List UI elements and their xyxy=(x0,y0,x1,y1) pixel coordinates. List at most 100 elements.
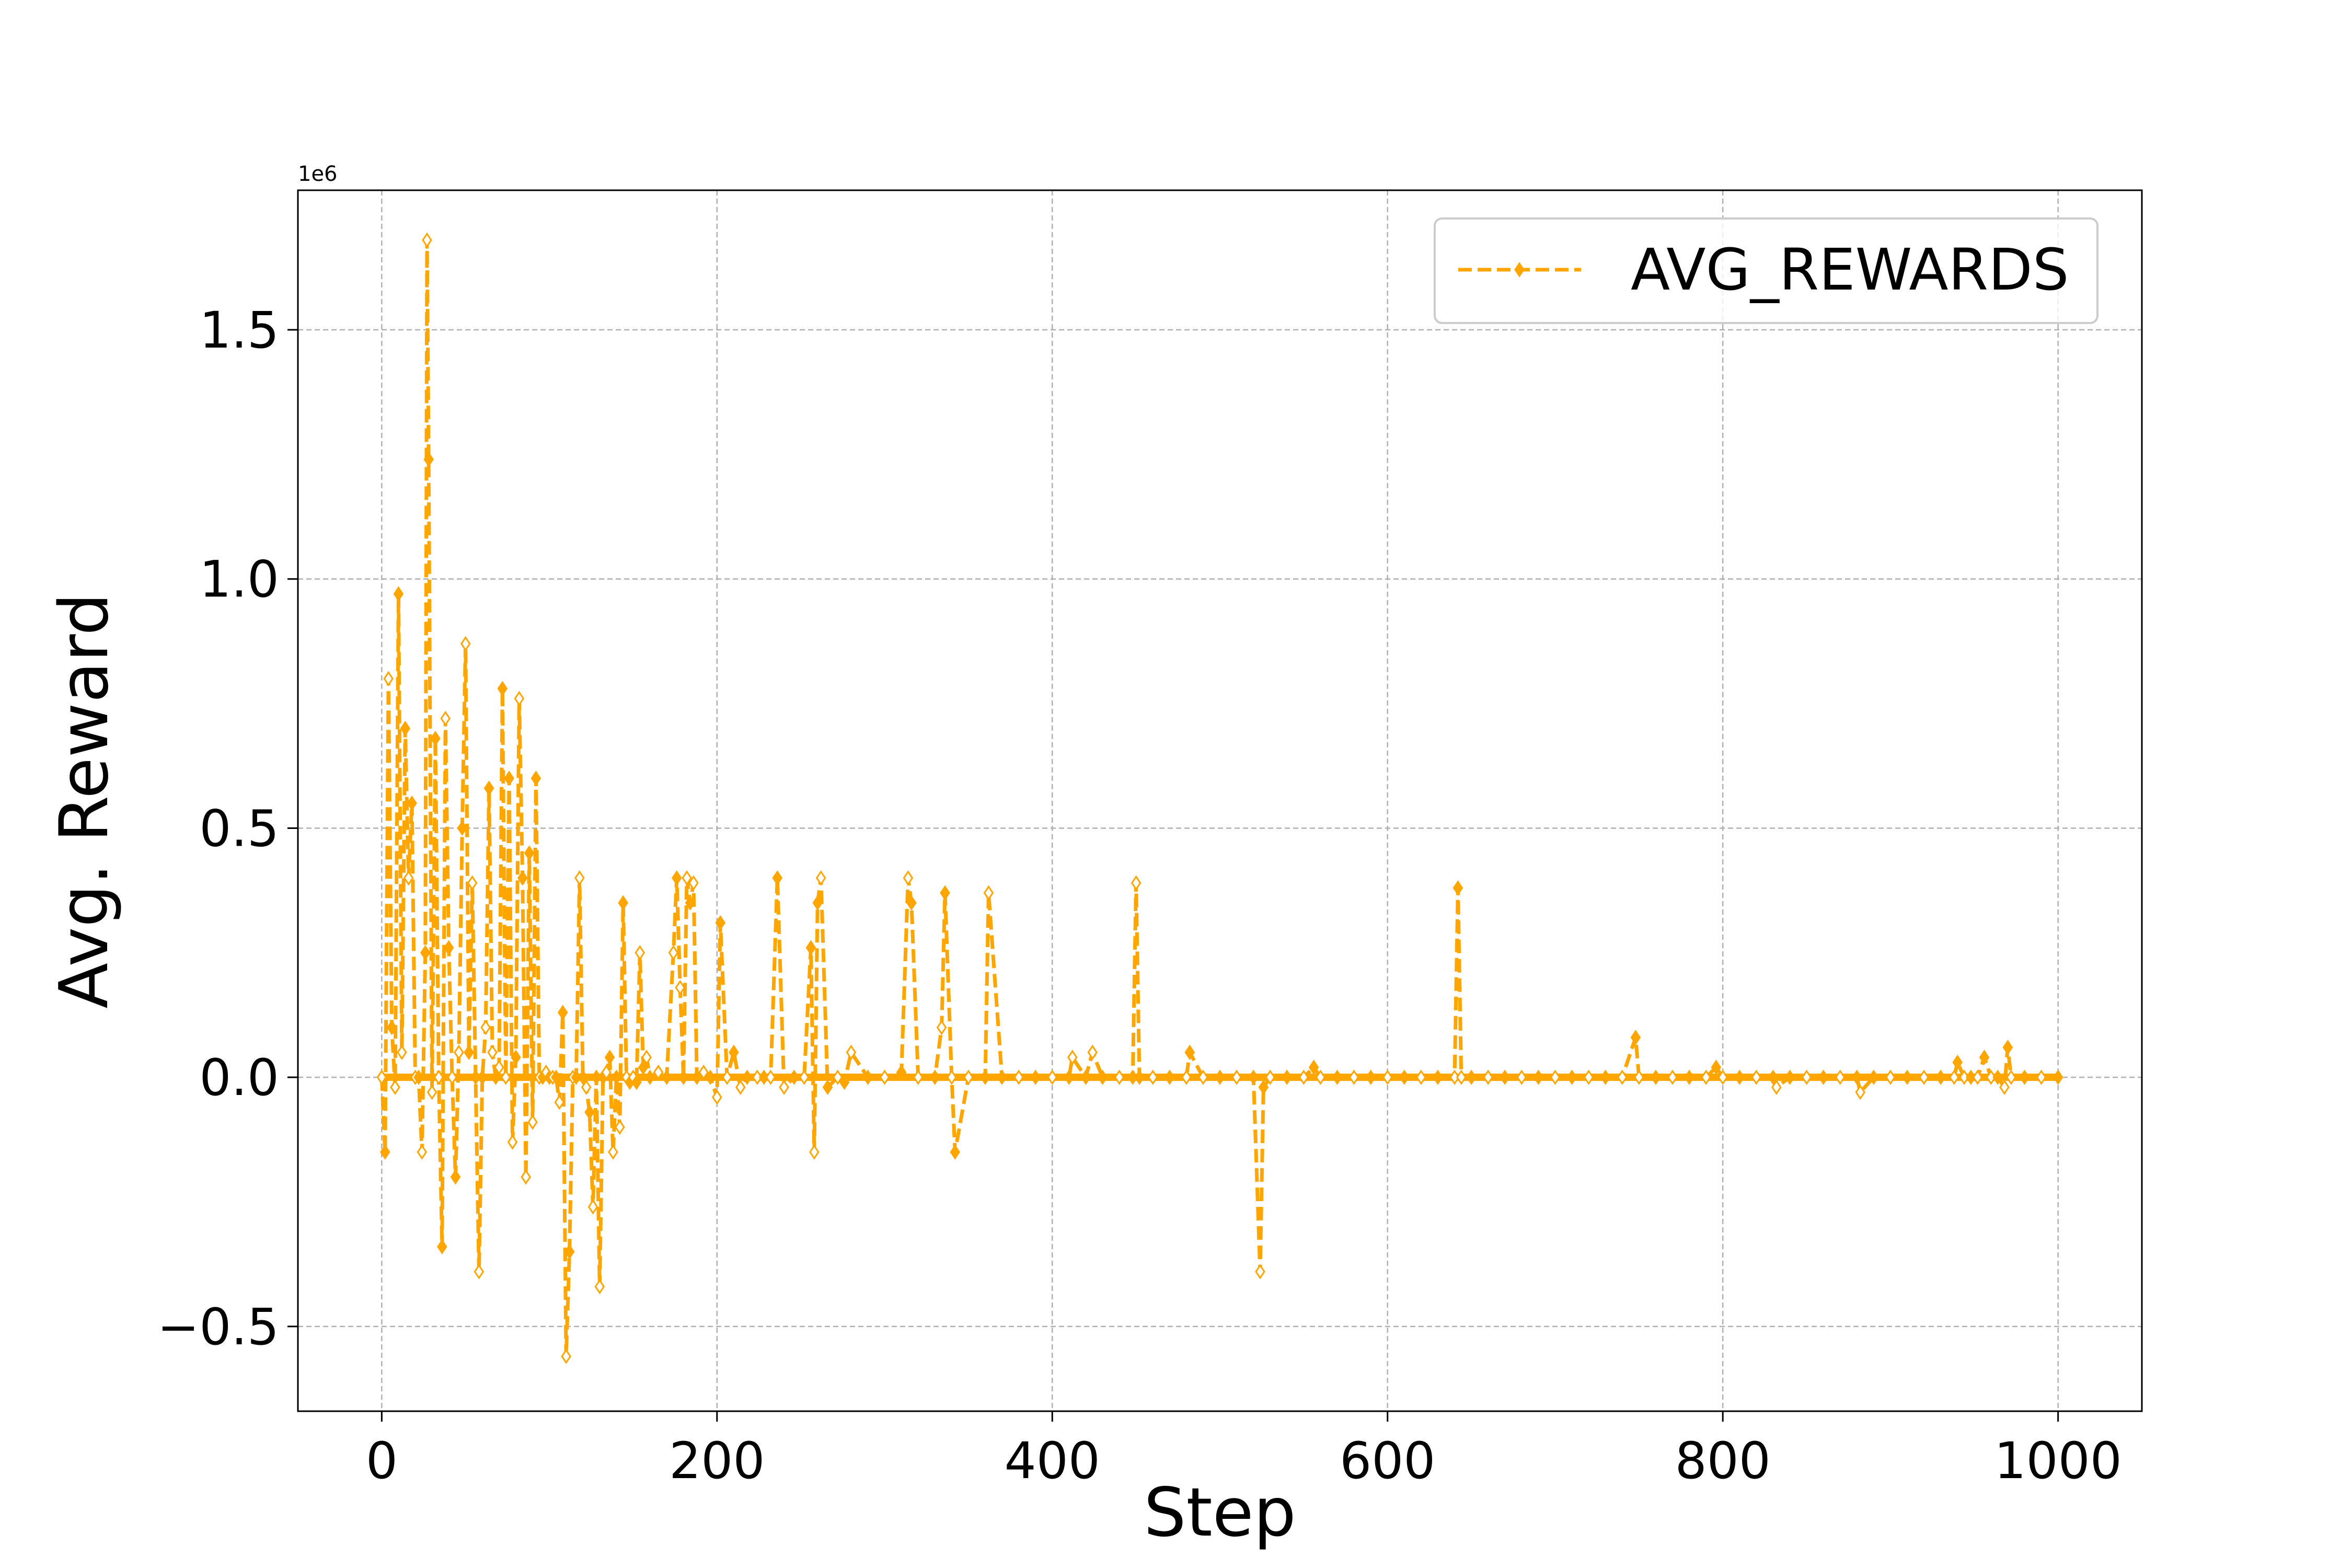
series-point xyxy=(423,452,434,467)
series-point xyxy=(1348,1069,1359,1085)
series-point xyxy=(1449,1069,1460,1085)
series-point xyxy=(936,1020,947,1035)
series-point xyxy=(407,795,417,811)
series-point xyxy=(460,636,471,652)
series-point xyxy=(1959,1069,1969,1085)
y-tick-label: 1.5 xyxy=(199,301,279,360)
series-point xyxy=(483,780,494,796)
series-point xyxy=(584,1104,595,1120)
series-point xyxy=(1902,1069,1912,1085)
series-point xyxy=(1433,1069,1443,1085)
series-point xyxy=(1999,1079,2010,1095)
series-point xyxy=(470,1069,481,1085)
series-point xyxy=(571,1069,582,1085)
series-point xyxy=(715,915,726,931)
series-point xyxy=(635,945,645,961)
series-point xyxy=(809,1144,820,1160)
series-point xyxy=(578,1069,589,1085)
series-point xyxy=(963,1069,974,1085)
series-point xyxy=(507,1134,518,1150)
series-point xyxy=(574,870,585,886)
series-point xyxy=(1630,1030,1641,1045)
series-point xyxy=(1452,880,1463,896)
series-point xyxy=(799,1069,810,1085)
series-point xyxy=(832,1069,843,1085)
series-point xyxy=(1919,1069,1929,1085)
series-point xyxy=(1966,1069,1976,1085)
series-point xyxy=(413,1069,424,1085)
series-point xyxy=(947,1069,957,1085)
y-axis-offset-label: 1e6 xyxy=(298,162,338,186)
y-tick-label: 1.0 xyxy=(199,550,279,609)
series-point xyxy=(641,1050,652,1065)
series-point xyxy=(611,1069,622,1085)
series-point xyxy=(490,1069,501,1085)
legend-series-marker xyxy=(1514,262,1525,278)
series-point xyxy=(1308,1059,1319,1075)
series-point xyxy=(1255,1264,1265,1279)
series-point xyxy=(1550,1069,1561,1085)
series-point xyxy=(1851,1069,1862,1085)
series-point xyxy=(1972,1069,1983,1085)
series-point xyxy=(430,731,441,746)
series-point xyxy=(805,940,816,955)
series-point xyxy=(1701,1069,1711,1085)
series-point xyxy=(2002,1040,2013,1055)
series-point xyxy=(1634,1069,1644,1085)
series-point xyxy=(661,1069,672,1085)
gridlines xyxy=(298,190,2142,1411)
series-point xyxy=(815,870,826,886)
series-point xyxy=(1097,1069,1108,1085)
series-point xyxy=(722,1069,732,1085)
series-point xyxy=(417,1144,428,1160)
series-point xyxy=(521,1169,531,1185)
series-point xyxy=(903,870,914,886)
series-point xyxy=(929,1069,940,1085)
series-point xyxy=(822,1079,833,1095)
series-point xyxy=(1986,1069,1997,1085)
y-tick-label: 0.5 xyxy=(199,799,279,858)
series-point xyxy=(379,1144,390,1160)
series-point xyxy=(1466,1069,1477,1085)
series-point xyxy=(1198,1069,1208,1085)
series-layer xyxy=(376,232,2063,1364)
series-point xyxy=(494,1059,504,1075)
series-point xyxy=(1949,1069,1959,1085)
series-point xyxy=(403,870,414,886)
series-point xyxy=(1768,1069,1779,1085)
series-point xyxy=(400,721,411,736)
series-point xyxy=(940,885,950,901)
series-point xyxy=(383,671,394,687)
series-point xyxy=(675,979,686,996)
series-point xyxy=(1801,1069,1812,1085)
series-point xyxy=(1516,1069,1527,1085)
series-point xyxy=(454,1044,464,1060)
series-point xyxy=(504,770,514,786)
series-point xyxy=(1835,1069,1846,1085)
series-point xyxy=(1067,1050,1078,1065)
series-point xyxy=(443,940,454,955)
series-point xyxy=(1684,1069,1694,1085)
series-point xyxy=(879,1069,890,1085)
axis-ticks: 0 200 400 600 800 1000 −0.5 0.0 0.5 1.0 1.5 xyxy=(157,301,2122,1490)
series-point xyxy=(420,945,431,961)
series-point xyxy=(487,1044,498,1060)
series-point xyxy=(1583,1069,1594,1085)
series-point xyxy=(477,1069,488,1085)
series-point xyxy=(386,1020,397,1035)
series-point xyxy=(1717,1069,1728,1085)
series-point xyxy=(896,1064,907,1080)
series-point xyxy=(1013,1069,1024,1085)
series-point xyxy=(1952,1054,1963,1070)
legend: AVG_REWARDS xyxy=(1434,217,2099,324)
series-point xyxy=(433,1069,444,1085)
series-point xyxy=(1147,1069,1158,1085)
series-point xyxy=(551,1069,561,1085)
series-point xyxy=(524,845,535,861)
series-point xyxy=(1711,1059,1722,1075)
series-point xyxy=(789,1069,800,1085)
series-point xyxy=(839,1075,850,1090)
series-point xyxy=(1332,1069,1343,1085)
series-point xyxy=(1282,1069,1293,1085)
